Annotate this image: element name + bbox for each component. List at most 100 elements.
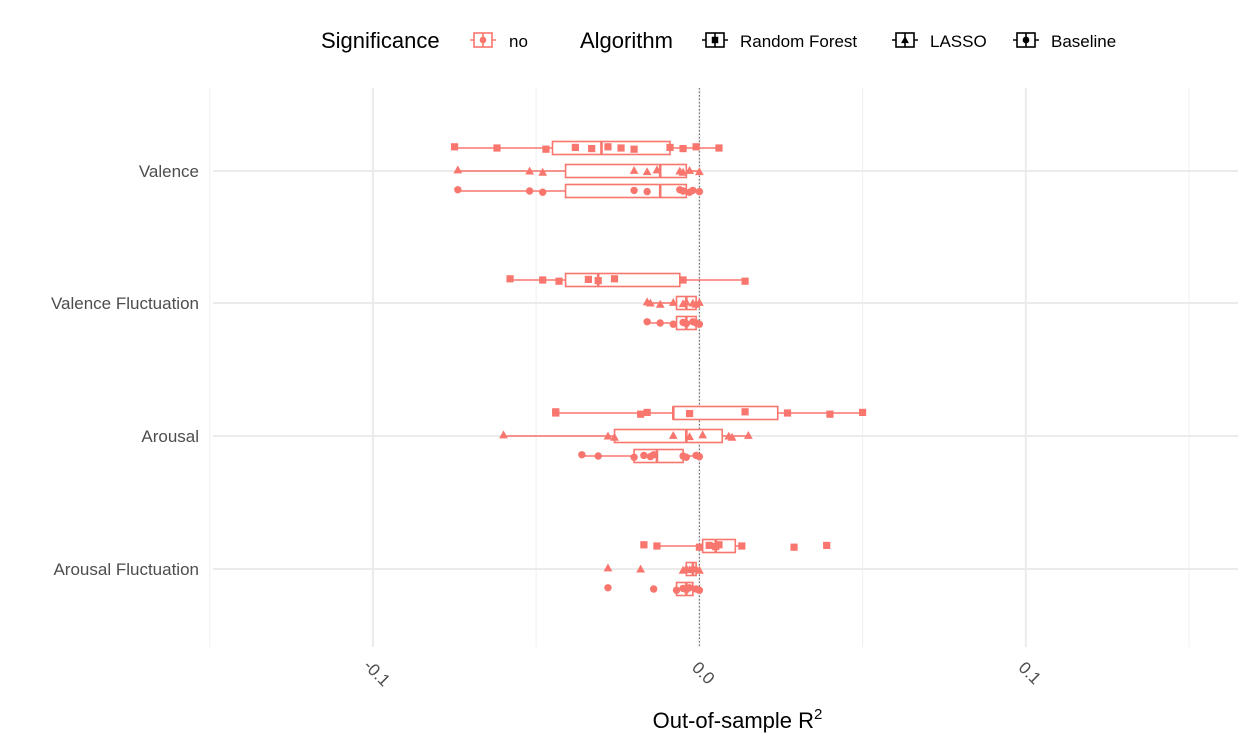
data-point [649, 585, 658, 593]
data-point [682, 319, 691, 328]
data-point [640, 451, 648, 460]
data-point [656, 319, 664, 327]
data-point [571, 143, 579, 151]
data-point [629, 166, 639, 174]
data-point [453, 165, 463, 174]
legend-key-shape [1022, 36, 1030, 44]
data-point [790, 543, 798, 551]
data-point [642, 167, 652, 176]
boxplot-lasso [603, 561, 704, 577]
data-point [682, 453, 691, 461]
data-point [640, 541, 648, 549]
data-point [695, 187, 704, 196]
data-point [653, 542, 661, 550]
category-group-valence-fluctuation [506, 272, 749, 331]
data-point [652, 165, 662, 174]
data-point [525, 187, 534, 195]
y-tick-label: Arousal [141, 427, 199, 446]
data-point [668, 298, 678, 306]
data-point [695, 543, 703, 551]
legend-label-significance-no: no [509, 32, 528, 51]
data-point [643, 408, 651, 416]
data-point [542, 145, 550, 153]
data-point [705, 541, 713, 549]
data-point [685, 410, 694, 418]
data-point [646, 298, 655, 307]
data-point [578, 451, 586, 459]
x-tick-label: 0.0 [688, 658, 718, 688]
legend-key-shape [479, 36, 487, 44]
data-point [584, 275, 592, 283]
data-point [715, 144, 723, 152]
x-tick-label: 0.1 [1015, 658, 1045, 688]
data-point [679, 145, 687, 153]
data-point [679, 276, 687, 284]
data-point [603, 431, 613, 440]
legend-key-random-forest [702, 32, 728, 48]
x-axis-labels: -0.1 0.0 0.1 [360, 656, 1045, 690]
data-point [694, 565, 704, 574]
legend: Significance no Algorithm Random Forest … [321, 28, 1116, 53]
legend-label-lasso: LASSO [930, 32, 987, 51]
boxplot-lasso [499, 428, 753, 444]
data-point [555, 277, 563, 285]
data-point [695, 320, 704, 328]
y-tick-label: Valence [139, 162, 199, 181]
data-point [594, 452, 602, 460]
boxplot-baseline [578, 448, 704, 464]
data-point [685, 432, 694, 441]
data-point [715, 541, 723, 549]
data-point [594, 277, 602, 285]
boxplot-random-forest [640, 538, 831, 554]
data-point [604, 584, 612, 592]
data-point [783, 409, 792, 417]
boxplot-lasso [453, 163, 704, 179]
data-point [539, 276, 547, 284]
data-point [685, 166, 694, 174]
data-point [604, 143, 612, 151]
data-point [538, 167, 548, 176]
data-point [681, 297, 691, 306]
data-point [669, 320, 677, 328]
data-point [610, 275, 619, 283]
data-point [689, 186, 697, 195]
box [564, 272, 681, 288]
data-point [588, 145, 596, 153]
legend-key-shape [711, 36, 719, 44]
data-point [679, 187, 687, 195]
data-point [636, 564, 646, 573]
category-group-valence [450, 140, 723, 199]
data-point [499, 430, 508, 439]
data-point [538, 188, 547, 196]
data-point [630, 186, 638, 195]
data-point [603, 563, 613, 572]
boxplot-baseline [454, 183, 704, 199]
data-point [454, 186, 462, 194]
y-tick-label: Valence Fluctuation [51, 294, 199, 313]
data-point [738, 542, 746, 550]
legend-algorithm-title: Algorithm [580, 28, 673, 53]
box [564, 163, 688, 179]
box [613, 428, 724, 444]
y-tick-label: Arousal Fluctuation [53, 560, 199, 579]
data-point [692, 143, 700, 151]
boxplot-random-forest [506, 272, 749, 288]
category-group-arousal-fluctuation [603, 538, 831, 597]
data-point [610, 432, 619, 441]
data-point [694, 298, 704, 306]
x-tick-label: -0.1 [360, 656, 394, 690]
boxplot-lasso [642, 295, 704, 311]
data-point [698, 430, 708, 439]
data-point [694, 167, 704, 176]
boxplot-random-forest [552, 405, 867, 421]
data-point [672, 586, 681, 594]
x-axis-title-text: Out-of-sample R [653, 708, 814, 733]
data-point [506, 275, 514, 283]
grid [209, 88, 1238, 647]
boxplot-baseline [604, 581, 704, 597]
boxplot-random-forest [450, 140, 723, 156]
legend-key-significance-no [470, 32, 496, 48]
data-point [826, 410, 834, 418]
data-point [695, 452, 704, 461]
data-point [685, 584, 694, 592]
